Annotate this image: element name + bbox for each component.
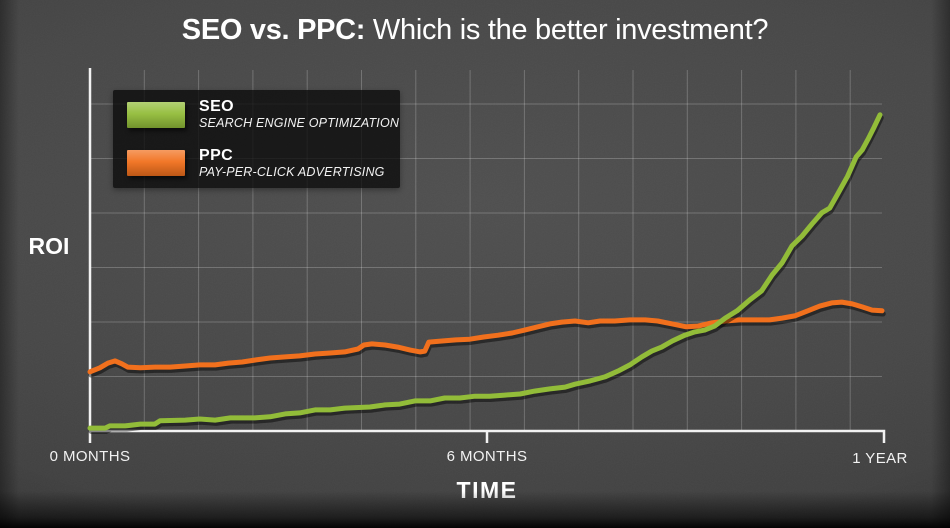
- seo-color-swatch: [127, 101, 185, 128]
- x-axis-label: TIME: [456, 477, 518, 503]
- ppc-color-swatch: [127, 150, 185, 177]
- legend-seo-description: SEARCH ENGINE OPTIMIZATION: [199, 116, 400, 131]
- legend-seo-name: SEO: [199, 97, 234, 115]
- legend-ppc-description: PAY-PER-CLICK ADVERTISING: [199, 165, 385, 180]
- legend-item-ppc: PPC PAY-PER-CLICK ADVERTISING: [127, 146, 400, 180]
- page-title: SEO vs. PPC: Which is the better investm…: [0, 14, 950, 47]
- y-axis-label: ROI: [28, 233, 70, 259]
- legend-item-seo: SEO SEARCH ENGINE OPTIMIZATION: [127, 97, 400, 131]
- tick-label-0-months: 0 MONTHS: [49, 448, 131, 465]
- legend: SEO SEARCH ENGINE OPTIMIZATION PPC PAY-P…: [113, 90, 400, 188]
- tick-label-1-year: 1 YEAR: [852, 450, 908, 467]
- legend-ppc-name: PPC: [199, 146, 234, 164]
- title-bold: SEO vs. PPC:: [181, 14, 366, 46]
- tick-label-6-months: 6 MONTHS: [446, 448, 528, 465]
- title-regular: Which is the better investment?: [365, 14, 769, 46]
